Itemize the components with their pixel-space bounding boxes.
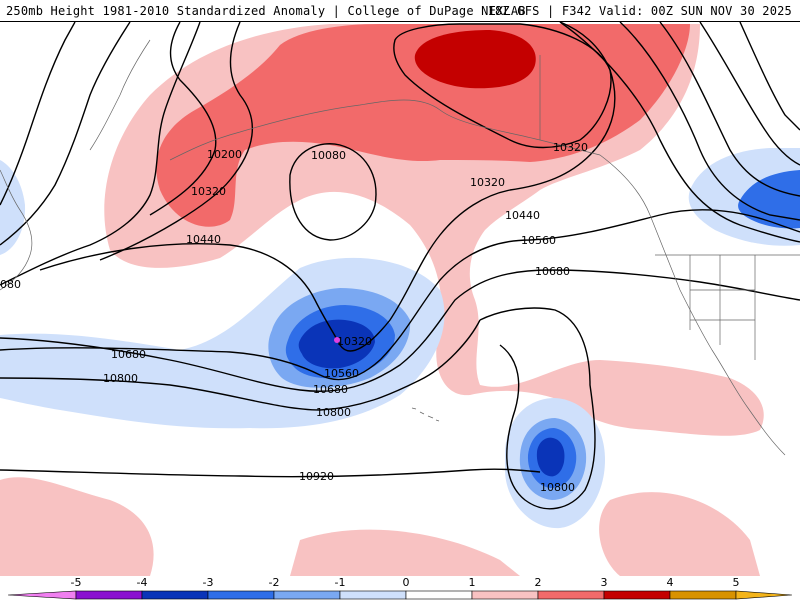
contour-10320-west: [99, 22, 253, 261]
legend-swatch: [471, 590, 539, 600]
contour-east-5: [739, 22, 800, 131]
contour-10680: [0, 269, 800, 392]
state-lines: [689, 255, 756, 360]
contour-label: 10440: [505, 209, 540, 222]
legend-tick-label: 1: [469, 576, 476, 589]
contour-label: 10320: [191, 185, 226, 198]
contour-east-4: [699, 22, 800, 166]
contour-10320-north: [393, 23, 612, 149]
coast-northamerica-west: [599, 154, 786, 456]
contour-east-1: [559, 22, 800, 243]
legend-swatch: [603, 590, 671, 600]
legend-tick-label: -1: [335, 576, 346, 589]
legend-arrow-right: [735, 590, 793, 600]
low-center-marker: [334, 337, 340, 343]
contour-east-3: [659, 22, 800, 197]
contour-label: 10200: [207, 148, 242, 161]
contour-east-2: [619, 22, 800, 221]
legend-swatch: [141, 590, 209, 600]
contour-label: 10440: [186, 233, 221, 246]
legend-tick-label: -4: [137, 576, 148, 589]
contour-west-arc-1: [0, 22, 201, 286]
contour-label: 10800: [103, 372, 138, 385]
contour-label: 080: [0, 278, 21, 291]
contour-label: 10920: [299, 470, 334, 483]
contour-label: 10560: [521, 234, 556, 247]
coast-asia: [0, 169, 33, 291]
legend-swatch: [339, 590, 407, 600]
anomaly-pos1-southwest: [0, 477, 154, 576]
contour-10800-west: [0, 319, 481, 411]
legend-ticks: -5 -4 -3 -2 -1 0 1 2 3 4 5: [71, 576, 740, 589]
contour-label: 10080: [311, 149, 346, 162]
anomaly-map: 10200 10080 10320 10440 10320 10320 1044…: [0, 22, 800, 576]
contour-label: 10680: [535, 265, 570, 278]
contour-label: 10680: [111, 348, 146, 361]
anomaly-pos2-north: [156, 24, 690, 227]
contour-label: 10320: [553, 141, 588, 154]
coast-kamchatka: [89, 39, 151, 151]
legend-swatch: [207, 590, 275, 600]
contour-label: 10680: [313, 383, 348, 396]
anomaly-pos1-south: [290, 529, 520, 576]
legend-swatch: [405, 590, 473, 600]
hawaii-islands: [411, 407, 440, 422]
map-header: 250mb Height 1981-2010 Standardized Anom…: [0, 0, 800, 22]
legend-tick-label: -2: [269, 576, 280, 589]
anomaly-neg3-central: [298, 319, 375, 369]
legend-tick-label: -5: [71, 576, 82, 589]
contour-west-arc-3: [0, 22, 76, 206]
contour-10440-west: [39, 22, 616, 352]
legend-tick-label: 4: [667, 576, 674, 589]
contour-10920: [0, 468, 541, 478]
legend-tick-label: 0: [403, 576, 410, 589]
contour-label: 10560: [324, 367, 359, 380]
anomaly-pos3-north: [414, 30, 536, 89]
legend-swatch: [669, 590, 737, 600]
contour-10800-south: [479, 307, 596, 510]
contour-10560: [0, 209, 800, 381]
coastlines: [0, 39, 800, 456]
model-run-info: 18Z GFS | F342 Valid: 00Z SUN NOV 30 202…: [487, 4, 792, 18]
legend-tick-label: 2: [535, 576, 542, 589]
anomaly-neg1-northeast: [738, 170, 800, 229]
contour-label: 10800: [316, 406, 351, 419]
contour-10080-closed: [289, 143, 377, 241]
anomaly-neg3-south: [536, 437, 565, 477]
legend-swatch: [537, 590, 605, 600]
contour-10200: [149, 22, 217, 216]
contour-label: 10320: [470, 176, 505, 189]
contour-label: 10800: [540, 481, 575, 494]
legend-swatch: [273, 590, 341, 600]
height-contours: [0, 22, 800, 510]
legend-swatch: [75, 590, 143, 600]
legend-tick-label: 3: [601, 576, 608, 589]
map-title: 250mb Height 1981-2010 Standardized Anom…: [6, 4, 526, 18]
legend-color-bar: [7, 590, 793, 600]
legend-tick-label: -3: [203, 576, 214, 589]
contour-label: 10320: [337, 335, 372, 348]
anomaly-pos1-southeast: [599, 492, 760, 576]
legend-tick-label: 5: [733, 576, 740, 589]
contour-west-arc-2: [0, 22, 131, 246]
color-legend: -5 -4 -3 -2 -1 0 1 2 3 4 5: [0, 576, 800, 600]
contour-labels: 10200 10080 10320 10440 10320 10320 1044…: [0, 141, 588, 494]
